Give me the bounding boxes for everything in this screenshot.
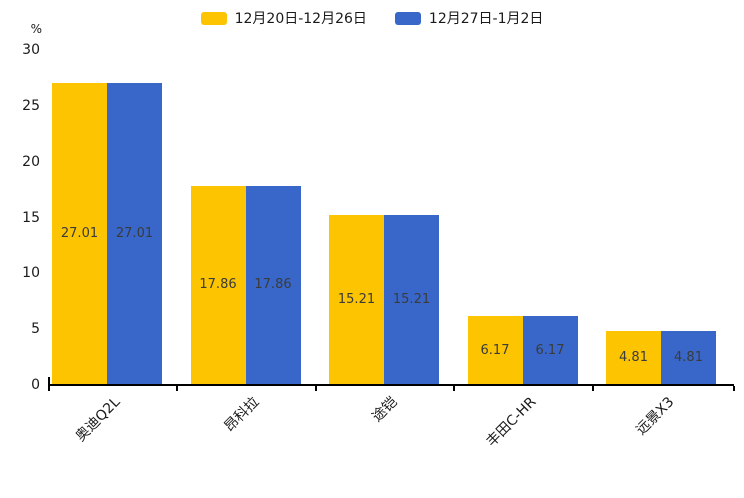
bar-value-label: 27.01: [60, 226, 99, 242]
y-axis-unit-label: %: [30, 22, 42, 36]
legend-swatch-icon: [394, 11, 421, 25]
x-axis-tick: [453, 386, 455, 391]
bar-s0-c2: [329, 215, 384, 385]
bar-value-label: 6.17: [535, 342, 565, 358]
x-axis-label: 丰田C-HR: [483, 394, 539, 451]
y-tick-label: 0: [31, 377, 40, 393]
x-axis-label: 昂科拉: [220, 394, 262, 436]
bar-s0-c1: [190, 185, 246, 385]
bar-value-label: 17.86: [199, 277, 237, 293]
chart-legend: 12月20日-12月26日 12月27日-1月2日: [0, 8, 744, 28]
bar-s0-c0: [52, 83, 107, 385]
legend-item-0: 12月20日-12月26日: [200, 8, 367, 28]
bar-s0-c4: [606, 331, 661, 385]
bar-s1-c0: [107, 83, 162, 385]
y-tick-label: 20: [22, 153, 40, 170]
y-axis-stub: [48, 377, 50, 384]
legend-swatch-icon: [200, 11, 227, 25]
bar-value-label: 4.81: [619, 350, 648, 366]
x-axis-tick: [315, 386, 317, 391]
y-tick-label: 10: [22, 265, 40, 282]
legend-label: 12月20日-12月26日: [234, 11, 367, 27]
x-axis-tick: [48, 386, 50, 391]
y-tick-label: 5: [31, 321, 40, 338]
x-axis-tick: [592, 386, 594, 391]
bar-s1-c1: [245, 185, 301, 385]
bar-value-label: 6.17: [480, 342, 510, 358]
x-axis-line: [48, 384, 734, 386]
legend-label: 12月27日-1月2日: [428, 11, 544, 27]
x-axis-label: 远景X3: [633, 394, 678, 439]
bar-value-label: 15.21: [392, 292, 431, 308]
x-axis-tick: [176, 386, 178, 391]
x-axis-tick: [733, 386, 735, 391]
bar-value-label: 27.01: [115, 226, 154, 242]
legend-item-1: 12月27日-1月2日: [394, 8, 544, 28]
bar-value-label: 15.21: [337, 292, 376, 308]
bar-s1-c3: [522, 316, 578, 385]
bar-s1-c2: [384, 215, 439, 385]
bar-value-label: 17.86: [254, 277, 292, 293]
bar-s0-c3: [467, 316, 523, 385]
x-axis-label: 途铠: [369, 394, 401, 426]
y-tick-label: 30: [22, 42, 40, 58]
y-tick-label: 15: [22, 209, 40, 226]
bar-value-label: 4.81: [674, 350, 703, 366]
bar-s1-c4: [661, 331, 716, 385]
y-tick-label: 25: [22, 97, 40, 114]
x-axis-label: 奥迪Q2L: [72, 394, 124, 445]
